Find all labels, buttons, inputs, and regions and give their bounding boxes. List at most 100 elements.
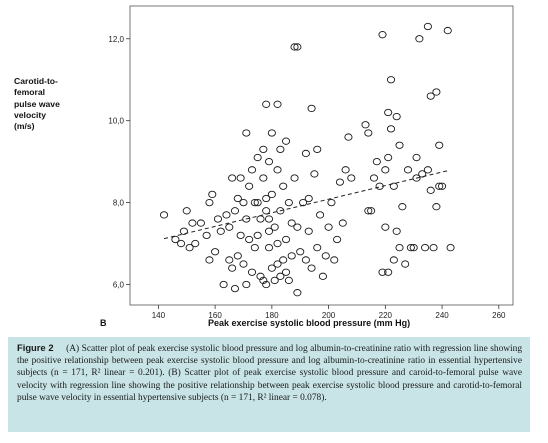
data-point [225,223,234,231]
data-point [423,166,432,174]
data-point [262,280,271,289]
data-point [372,157,381,166]
data-point [236,231,245,240]
data-point [281,268,291,276]
data-point [301,256,310,264]
data-point [435,182,444,190]
data-point [290,43,299,51]
data-point [284,276,293,285]
y-axis-label: Carotid-to- femoral pulse wave velocity … [14,76,94,132]
data-point [273,166,282,174]
data-point [185,244,194,252]
data-point [378,268,387,276]
data-point [364,129,373,137]
data-point [421,244,430,252]
y-tick-label: 8,0 [113,199,125,208]
data-point [256,272,265,280]
data-point [264,157,274,166]
data-point [225,256,234,264]
data-point [259,145,268,154]
data-point [429,244,438,252]
data-point [256,215,265,223]
data-point [247,166,257,174]
y-axis-label-line: velocity [14,109,47,120]
data-point [327,198,336,207]
data-point [381,223,390,231]
data-point [418,170,427,178]
x-tick-label: 140 [152,311,166,320]
data-point [446,244,455,252]
data-point [222,211,231,219]
caption-panel-a-text: Scatter plot of peak exercise systolic b… [17,344,523,379]
caption-figure-label: Figure 2 [17,342,54,353]
data-point [262,194,271,203]
data-point [406,244,415,252]
x-tick-label: 160 [208,311,222,320]
data-point [321,252,330,260]
data-point [401,260,410,268]
data-point [284,198,293,207]
data-point [423,22,432,31]
data-point [375,182,384,190]
data-point [384,108,393,117]
data-point [230,284,240,293]
data-point [264,215,274,223]
data-point [386,76,396,84]
data-point [316,211,325,219]
data-point [205,256,214,264]
data-point [253,198,262,207]
data-point [389,182,398,190]
x-tick-label: 180 [265,311,279,320]
x-tick-label: 220 [379,311,393,320]
data-point [364,207,373,215]
data-point [213,215,222,223]
y-axis-label-line: femoral [14,87,46,98]
data-point [412,153,421,162]
data-point [250,198,259,207]
data-point [296,248,305,256]
data-point [384,268,393,276]
data-point [211,248,220,256]
data-point [202,231,211,240]
data-point [299,198,308,207]
data-point [196,219,205,227]
data-point [324,223,333,231]
data-point [171,235,180,244]
x-tick-label: 240 [435,311,449,320]
data-point [392,112,401,121]
data-point [409,244,418,252]
data-point [293,43,302,51]
data-point [412,174,421,182]
data-point [392,227,401,235]
data-point [279,256,288,264]
data-point [242,129,251,137]
data-point [403,166,413,174]
data-point [381,166,390,174]
data-point [262,100,271,108]
data-point [182,207,191,215]
data-point [293,223,302,231]
data-point [398,203,407,211]
data-point [279,182,288,190]
plot-area [129,5,514,306]
data-point [259,276,268,285]
panel-label: B [100,318,107,328]
data-point [191,239,200,248]
data-point [276,272,285,280]
data-point [159,211,169,219]
data-point [253,231,262,240]
y-axis-label-line: pulse wave [14,98,60,109]
data-point [281,137,291,145]
data-point [281,235,291,244]
data-point [438,182,447,190]
data-point [267,190,276,199]
data-point [304,227,313,235]
data-point [344,133,353,141]
data-point [264,227,274,235]
data-point [267,264,276,272]
data-point [267,129,276,137]
data-point [310,170,319,178]
data-point [230,207,240,215]
data-point [304,194,313,203]
